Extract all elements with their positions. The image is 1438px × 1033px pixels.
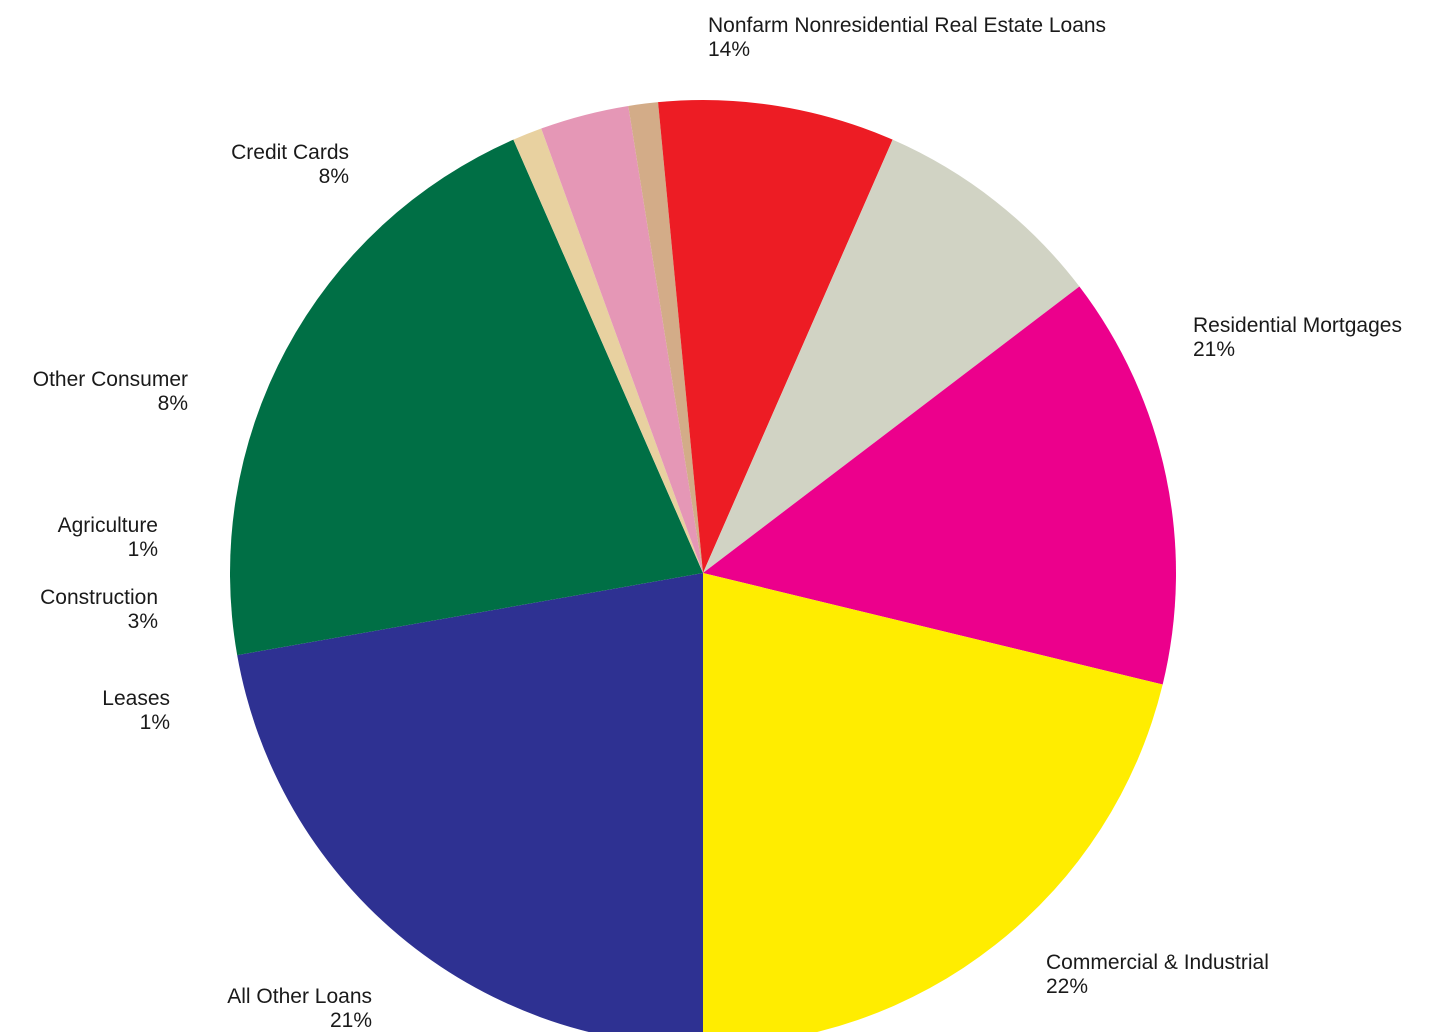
pie-slice-other-consumer [658,99,893,573]
pie-slice-nonfarm-nonresidential-real-estate-loans [703,286,1177,685]
label-credit-cards: Credit Cards 8% [231,141,349,189]
pie-slice-residential-mortgages [703,573,1163,1032]
slice-percent: 21% [329,1009,372,1032]
label-nonfarm-nonresidential-real-estate-loans: Nonfarm Nonresidential Real Estate Loans… [708,14,1106,62]
pie-slice-agriculture [628,102,703,573]
label-other-consumer: Other Consumer 8% [33,368,188,416]
pie-slice-leases [513,128,703,573]
slice-name: All Other Loans [227,985,372,1008]
slice-name: Other Consumer [32,368,188,391]
pie-slice-all-other-loans [230,139,703,656]
slice-percent: 22% [1046,975,1089,998]
slice-name: Residential Mortgages [1193,314,1402,337]
pie-slice-credit-cards [703,139,1080,573]
slice-percent: 3% [127,610,158,633]
slice-percent: 1% [127,538,158,561]
label-commercial-industrial: Commercial & Industrial 22% [1046,951,1269,999]
pie-slices [230,99,1177,1032]
label-construction: Construction 3% [40,586,158,634]
pie-slice-commercial-industrial [237,573,703,1032]
label-leases: Leases 1% [102,687,170,735]
slice-name: Nonfarm Nonresidential Real Estate Loans [708,14,1107,37]
label-all-other-loans: All Other Loans 21% [227,985,372,1033]
slice-percent: 21% [1193,338,1236,361]
label-agriculture: Agriculture 1% [58,514,158,562]
slice-percent: 14% [708,38,751,61]
pie-slice-construction [541,105,703,573]
slice-percent: 1% [139,711,170,734]
slice-name: Credit Cards [231,141,349,164]
slice-percent: 8% [157,392,188,415]
slice-name: Agriculture [57,514,158,537]
slice-name: Commercial & Industrial [1046,951,1269,974]
slice-name: Construction [40,586,158,609]
slice-name: Leases [102,687,170,710]
label-residential-mortgages: Residential Mortgages 21% [1193,314,1402,362]
slice-percent: 8% [318,165,349,188]
